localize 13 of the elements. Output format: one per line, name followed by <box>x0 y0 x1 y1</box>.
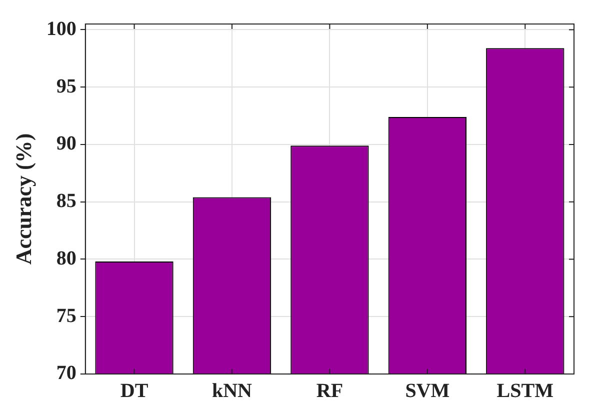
x-tick-label: RF <box>316 380 344 402</box>
y-tick-label: 70 <box>56 362 76 384</box>
x-tick-label: LSTM <box>496 380 554 402</box>
x-tick-label: kNN <box>212 380 253 402</box>
x-tick-label: SVM <box>405 380 450 402</box>
y-tick-label: 85 <box>56 190 76 212</box>
y-tick-label: 80 <box>56 247 76 270</box>
y-axis-title: Accuracy (%) <box>10 133 36 265</box>
y-tick-label: 95 <box>56 75 76 98</box>
y-tick-label: 75 <box>56 304 76 327</box>
y-tick-label: 90 <box>56 132 76 155</box>
x-tick-label: DT <box>120 380 149 402</box>
y-tick-label: 100 <box>46 18 76 40</box>
